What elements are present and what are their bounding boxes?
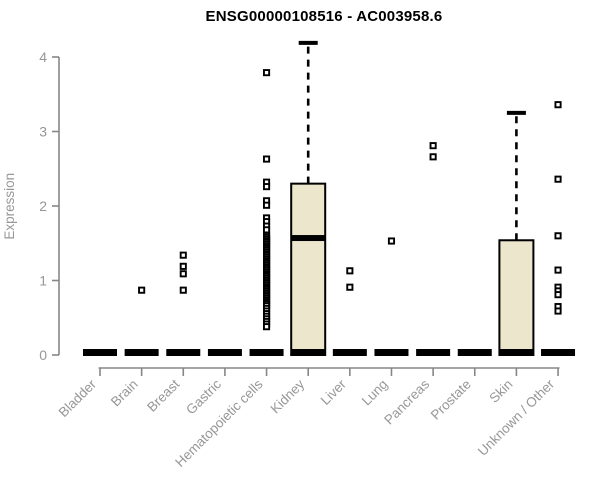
x-category-label: Skin xyxy=(486,377,515,406)
outlier-point xyxy=(263,69,271,77)
outlier-point xyxy=(179,262,187,270)
x-category-label: Liver xyxy=(318,376,350,408)
y-tick-label: 3 xyxy=(39,124,47,140)
x-category-label: Brain xyxy=(108,377,141,410)
outlier-point xyxy=(554,291,562,299)
zero-bar xyxy=(207,349,242,356)
outlier-point xyxy=(263,323,271,331)
x-category-label: Kidney xyxy=(268,376,308,416)
box-bottom-bar xyxy=(291,349,326,356)
zero-bar xyxy=(166,349,201,356)
outlier-point xyxy=(387,237,396,245)
box xyxy=(498,239,535,357)
outlier-point xyxy=(179,270,187,278)
outlier-point xyxy=(429,142,437,150)
outlier-point xyxy=(554,266,562,274)
box-bottom-bar xyxy=(499,349,534,356)
x-category-label: Unknown / Other xyxy=(475,376,558,459)
outlier-point xyxy=(554,232,562,240)
outlier-point xyxy=(179,251,187,259)
x-category-label: Breast xyxy=(144,376,182,414)
y-tick-label: 4 xyxy=(39,49,47,65)
outlier-point xyxy=(346,283,354,291)
zero-bar xyxy=(457,349,492,356)
zero-bar xyxy=(374,349,409,356)
chart-title: ENSG00000108516 - AC003958.6 xyxy=(205,8,443,25)
x-category-label: Gastric xyxy=(183,376,224,417)
outlier-point xyxy=(554,101,562,109)
outlier-point xyxy=(263,183,271,191)
y-tick-label: 0 xyxy=(39,347,47,363)
zero-bar xyxy=(249,349,284,356)
outlier-point xyxy=(263,201,271,209)
zero-bar xyxy=(416,349,451,356)
x-category-label: Bladder xyxy=(56,376,100,420)
x-category-label: Pancreas xyxy=(381,376,432,427)
outlier-point xyxy=(179,286,187,294)
zero-bar xyxy=(124,349,159,356)
median-line xyxy=(291,235,326,242)
y-tick-label: 1 xyxy=(39,273,47,289)
outlier-point xyxy=(429,153,437,161)
outlier-point xyxy=(346,267,354,275)
y-axis-title: Expression xyxy=(2,173,17,240)
y-tick-label: 2 xyxy=(39,198,47,214)
zero-bar xyxy=(541,349,576,356)
outlier-point xyxy=(554,307,562,315)
zero-bar xyxy=(83,349,117,356)
x-category-label: Lung xyxy=(359,377,391,409)
outlier-point xyxy=(554,175,562,183)
zero-bar xyxy=(332,349,367,356)
outlier-point xyxy=(138,286,146,294)
box xyxy=(290,182,327,356)
x-category-label: Prostate xyxy=(428,377,474,423)
outlier-point xyxy=(263,155,271,163)
